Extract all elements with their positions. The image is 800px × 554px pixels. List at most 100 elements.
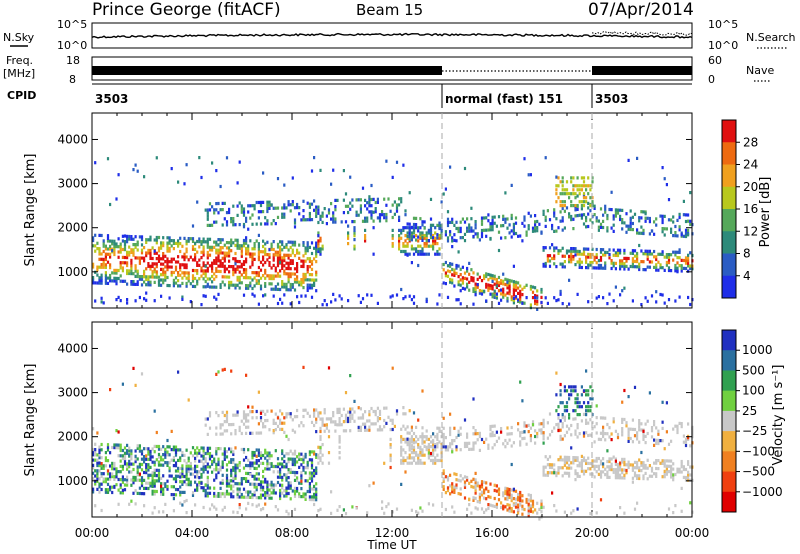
power-cell <box>164 278 167 282</box>
power-cell <box>459 267 462 271</box>
power-cell <box>504 236 507 240</box>
velocity-cell <box>213 491 216 496</box>
velocity-cell <box>376 419 379 423</box>
velocity-cell <box>247 419 250 423</box>
colorbar-tick-label: −1000 <box>742 485 783 499</box>
velocity-cell <box>315 453 318 457</box>
power-cell <box>629 216 632 220</box>
power-cell <box>593 213 596 217</box>
power-cell <box>177 260 180 264</box>
velocity-cell <box>215 465 218 469</box>
power-cell <box>119 274 122 278</box>
velocity-cell <box>446 475 450 479</box>
power-cell <box>483 216 486 220</box>
power-cell <box>117 255 120 259</box>
power-cell <box>143 246 146 250</box>
power-cell <box>504 277 507 281</box>
power-cell <box>529 303 532 307</box>
velocity-cell <box>599 470 603 474</box>
velocity-cell <box>585 461 588 465</box>
power-cell <box>461 217 464 221</box>
velocity-cell <box>285 452 288 456</box>
power-cell <box>106 236 110 240</box>
velocity-cell <box>157 455 161 459</box>
power-cell <box>478 238 481 242</box>
velocity-cell <box>453 510 456 514</box>
colorbar-swatch <box>722 231 736 254</box>
power-cell <box>663 227 666 231</box>
velocity-cell <box>391 427 394 432</box>
velocity-cell <box>185 448 188 452</box>
power-cell <box>510 183 513 187</box>
power-cell <box>636 254 639 258</box>
velocity-cell <box>621 460 624 464</box>
power-cell <box>272 253 275 257</box>
power-cell <box>270 287 273 291</box>
power-cell <box>249 265 252 269</box>
power-cell <box>612 253 615 257</box>
power-cell <box>157 257 161 261</box>
velocity-cell <box>259 488 263 492</box>
power-cell <box>238 270 241 274</box>
power-cell <box>408 191 411 195</box>
power-cell <box>149 283 152 287</box>
velocity-cell <box>157 452 161 457</box>
velocity-cell <box>143 492 146 496</box>
velocity-cell <box>568 455 571 460</box>
power-cell <box>544 264 547 268</box>
power-cell <box>268 248 271 252</box>
power-cell <box>410 231 413 235</box>
xtick-label: 12:00 <box>375 526 410 540</box>
velocity-cell <box>257 477 260 481</box>
power-cell <box>597 263 600 267</box>
velocity-cell <box>242 416 246 420</box>
velocity-cell <box>338 407 341 411</box>
velocity-cell <box>512 503 515 507</box>
velocity-cell <box>121 456 124 461</box>
velocity-cell <box>119 483 122 487</box>
power-cell <box>580 213 583 217</box>
power-cell <box>177 271 180 275</box>
power-cell <box>589 188 592 192</box>
velocity-cell <box>172 448 175 452</box>
velocity-cell <box>565 424 569 428</box>
power-cell <box>285 272 288 276</box>
power-cell <box>631 215 634 219</box>
velocity-cell <box>155 479 158 483</box>
velocity-cell <box>338 456 341 460</box>
power-cell <box>302 209 305 213</box>
power-cell <box>289 272 292 276</box>
velocity-cell <box>281 491 284 495</box>
velocity-cell <box>204 423 207 427</box>
velocity-cell <box>563 405 566 409</box>
power-cell <box>587 266 590 270</box>
velocity-cell <box>138 465 141 469</box>
velocity-cell <box>678 470 681 474</box>
power-cell <box>633 249 637 253</box>
velocity-cell <box>128 470 131 474</box>
power-cell <box>160 278 163 282</box>
velocity-cell <box>136 444 139 448</box>
velocity-cell <box>576 474 579 478</box>
power-cell <box>548 218 552 222</box>
power-cell <box>576 184 579 188</box>
velocity-cell <box>255 485 258 489</box>
power-cell <box>561 246 564 250</box>
power-cell <box>689 267 692 271</box>
power-cell <box>264 293 267 297</box>
velocity-cell <box>623 388 626 393</box>
velocity-cell <box>268 488 271 492</box>
velocity-cell <box>249 431 252 435</box>
velocity-cell <box>436 426 439 430</box>
power-cell <box>653 255 656 259</box>
power-cell <box>238 246 241 250</box>
power-cell <box>689 302 692 307</box>
power-cell <box>276 282 280 286</box>
velocity-cell <box>276 424 280 428</box>
velocity-cell <box>313 492 316 496</box>
velocity-cell <box>493 483 496 487</box>
velocity-cell <box>387 415 390 419</box>
velocity-cell <box>285 489 288 493</box>
velocity-cell <box>255 466 258 471</box>
